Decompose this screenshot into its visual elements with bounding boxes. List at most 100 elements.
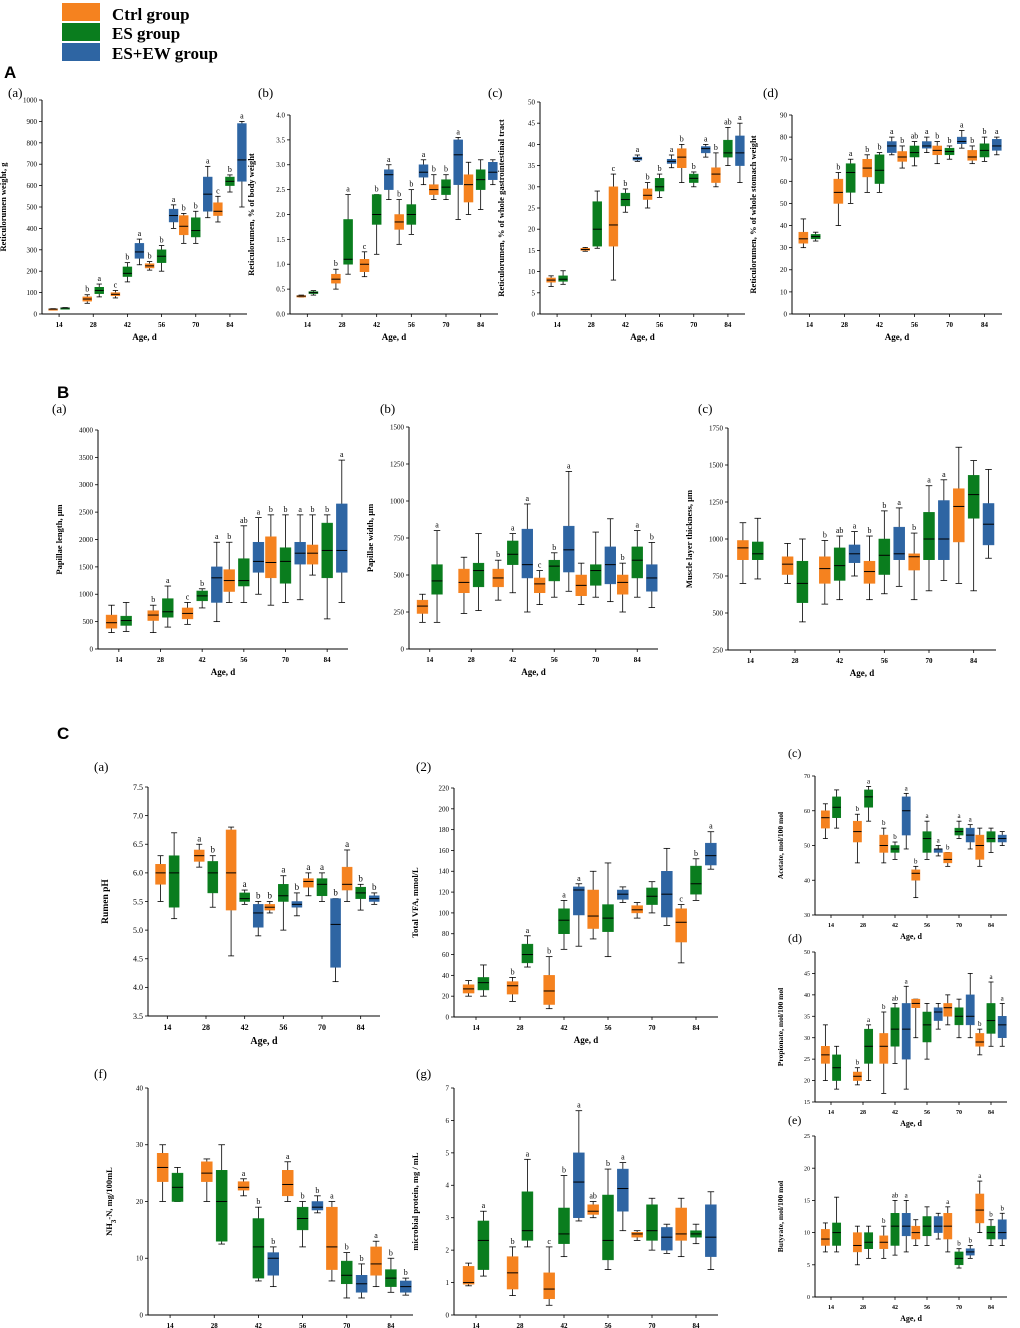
box-ctrl	[105, 604, 118, 633]
x-tick-label: 84	[387, 1322, 395, 1328]
box-es: a	[278, 865, 289, 931]
box-ctrl	[156, 1144, 169, 1202]
y-tick-label: 45	[804, 972, 810, 978]
box-esew: a	[933, 837, 943, 857]
significance-letter: a	[482, 1201, 486, 1210]
x-tick-label: 70	[946, 321, 954, 329]
box-body	[573, 886, 585, 916]
significance-letter: a	[257, 508, 261, 517]
box-es: a	[431, 521, 443, 623]
y-tick-label: 200	[27, 268, 38, 276]
y-axis-label: microbial protein, mg / mL	[410, 1152, 420, 1250]
x-tick-label: 14	[426, 656, 434, 664]
chart-C-g: (g)0123456714a28ba42cba56abba7084Age, dm…	[410, 1066, 718, 1328]
x-tick-label: 28	[468, 656, 476, 664]
y-tick-label: 15	[528, 247, 536, 255]
x-tick-label: 14	[554, 321, 562, 329]
significance-letter: b	[646, 173, 650, 182]
y-tick-label: 60	[780, 178, 788, 186]
significance-letter: c	[679, 895, 683, 904]
y-tick-label: 50	[804, 950, 810, 956]
y-tick-label: 1750	[709, 424, 724, 432]
y-axis-label: Propionate, mol/100 mol	[776, 988, 785, 1066]
box-body	[890, 1213, 900, 1246]
box-body	[548, 559, 560, 582]
y-tick-label: 5.5	[133, 897, 143, 906]
y-tick-label: 10	[780, 288, 788, 296]
box-es	[864, 1225, 874, 1259]
significance-letter: b	[680, 134, 684, 143]
box-body	[472, 562, 485, 588]
significance-letter: a	[138, 229, 142, 238]
significance-letter: b	[914, 857, 918, 865]
significance-letter: c	[538, 561, 542, 570]
y-tick-label: 0	[446, 1311, 450, 1319]
box-ctrl	[820, 1222, 830, 1253]
box-body	[506, 981, 519, 995]
y-tick-label: 40	[528, 141, 536, 149]
significance-letter: a	[577, 874, 581, 883]
box-ctrl	[575, 562, 587, 605]
box-esew: a	[997, 994, 1007, 1047]
box-esew: b	[291, 882, 303, 917]
box-esew: a	[203, 156, 213, 219]
box-ctrl: b	[879, 1217, 889, 1259]
y-tick-label: 90	[780, 111, 788, 119]
box-es: b	[979, 127, 990, 162]
x-tick-label: 84	[357, 1023, 365, 1032]
box-body	[207, 861, 219, 894]
box-ctrl: b	[711, 143, 721, 188]
box-body	[893, 526, 905, 560]
panel-label: (b)	[380, 401, 395, 416]
significance-letter: b	[978, 1020, 982, 1028]
x-tick-label: 70	[956, 923, 962, 929]
box-esew	[661, 847, 673, 926]
box-esew	[933, 1003, 943, 1030]
box-body	[833, 547, 846, 581]
y-tick-label: 3	[446, 1214, 450, 1222]
significance-letter: a	[346, 185, 350, 194]
box-body	[155, 864, 166, 885]
panel-letter-C: C	[57, 724, 69, 743]
box-body	[921, 141, 932, 149]
panel-label: (g)	[416, 1066, 431, 1081]
box-esew: b	[965, 1236, 975, 1259]
box-body	[458, 568, 470, 594]
box-ctrl	[820, 803, 830, 839]
significance-letter: a	[286, 1152, 290, 1161]
y-axis-label: Butyrate, mol/100 mol	[776, 1181, 785, 1252]
y-axis-label: NH3-N, mg/100mL	[104, 1167, 118, 1236]
y-tick-label: 40	[136, 1084, 144, 1092]
box-body	[265, 536, 277, 579]
significance-letter: a	[709, 822, 713, 831]
box-es: a	[316, 862, 328, 902]
x-tick-label: 28	[202, 1023, 210, 1032]
x-tick-label: 84	[970, 657, 978, 665]
box-ctrl	[781, 543, 794, 584]
x-tick-label: 70	[649, 1322, 657, 1328]
chart-C-b: (2) 0 20 40 60 80 100 120 140 160 180 200 220 14 28 b a 4…	[410, 759, 718, 1045]
significance-letter: a	[636, 145, 640, 154]
box-body	[852, 1232, 862, 1253]
box-body	[488, 162, 498, 180]
box-ctrl: b	[144, 252, 155, 271]
box-ctrl	[587, 870, 599, 940]
panel-label: (a)	[52, 401, 66, 416]
box-body	[252, 541, 265, 573]
significance-letter: b	[358, 873, 363, 883]
box-body	[820, 810, 830, 829]
box-body	[631, 905, 643, 914]
box-es: ab	[890, 1191, 900, 1256]
box-esew: a	[294, 505, 306, 601]
significance-letter: b	[882, 501, 886, 510]
significance-letter: a	[897, 498, 901, 507]
x-tick-label: 14	[163, 1023, 171, 1032]
box-es: a	[558, 890, 570, 950]
box-body	[705, 842, 717, 866]
y-axis-label: Reticulorumen, % of whole gastrointestin…	[496, 119, 506, 297]
box-body	[252, 1218, 265, 1279]
x-tick-label: 84	[634, 656, 642, 664]
box-ctrl: b	[492, 550, 504, 601]
x-tick-label: 28	[90, 321, 98, 329]
y-tick-label: 700	[27, 161, 38, 169]
